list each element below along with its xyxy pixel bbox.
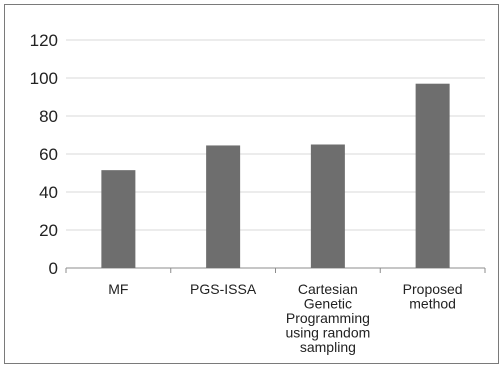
x-category-label: Programming	[286, 310, 370, 326]
y-tick-label: 60	[39, 145, 58, 164]
x-category-label: sampling	[300, 339, 356, 355]
x-category-label: Proposed	[403, 281, 463, 297]
y-tick-label: 0	[49, 259, 58, 278]
x-category-label: method	[409, 296, 456, 312]
bar-1	[101, 170, 136, 268]
bar-2	[206, 145, 241, 268]
y-tick-label: 100	[30, 69, 58, 88]
bar-4	[415, 83, 450, 268]
x-category-label: Genetic	[304, 296, 352, 312]
y-tick-label: 40	[39, 183, 58, 202]
y-tick-label: 80	[39, 107, 58, 126]
x-category-label: using random	[285, 325, 370, 341]
y-tick-label: 20	[39, 221, 58, 240]
y-tick-label: 120	[30, 31, 58, 50]
x-category-label: PGS-ISSA	[190, 281, 257, 297]
bar-3	[310, 144, 345, 268]
x-category-label: MF	[108, 281, 128, 297]
x-category-label: Cartesian	[298, 281, 358, 297]
